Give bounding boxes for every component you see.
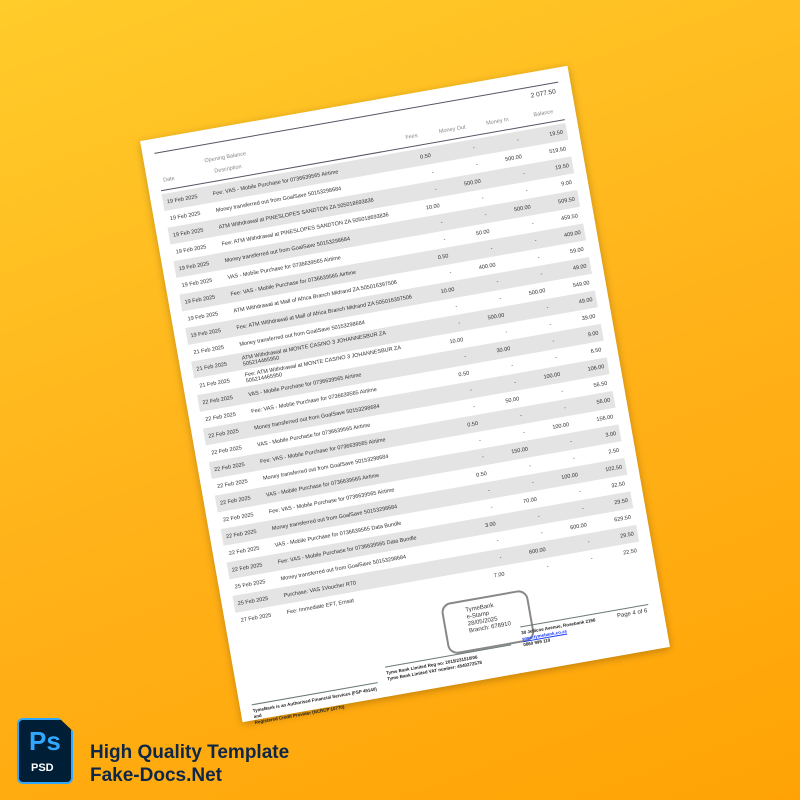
cell-money-in: -: [590, 555, 594, 562]
logo-text: PSD: [31, 762, 54, 774]
cell-balance: 22.50: [622, 547, 638, 556]
header-balance: Balance: [533, 109, 554, 119]
footer-left: TymeBank is an Authorised Financial Serv…: [251, 682, 382, 727]
cell-money-out: -: [546, 563, 550, 570]
header-fees: Fees: [405, 132, 419, 141]
brand-site: Fake-Docs.Net: [90, 765, 222, 786]
opening-balance-label: Opening Balance: [204, 150, 247, 165]
logo-text: Ps: [29, 726, 61, 756]
photoshop-psd-logo: Ps PSD: [17, 718, 73, 784]
header-description: Description: [213, 163, 243, 175]
cell-fees: 7.00: [493, 570, 506, 579]
header-date: Date: [162, 175, 176, 184]
brand-tagline: High Quality Template: [90, 742, 290, 763]
transactions-table: 19 Feb 2025 Fee: VAS - Mobile Purchase fo…: [161, 123, 643, 629]
e-stamp: TymeBank e-Stamp 28/05/2025 Branch: 6789…: [440, 588, 536, 656]
header-money-out: Money Out: [438, 124, 467, 136]
bank-statement-page: Opening Balance 2 077.50 Date Descriptio…: [140, 65, 670, 727]
header-money-in: Money In: [485, 116, 510, 127]
opening-balance-amount: 2 077.50: [530, 88, 557, 100]
cell-date: 27 Feb 2025: [240, 612, 272, 624]
